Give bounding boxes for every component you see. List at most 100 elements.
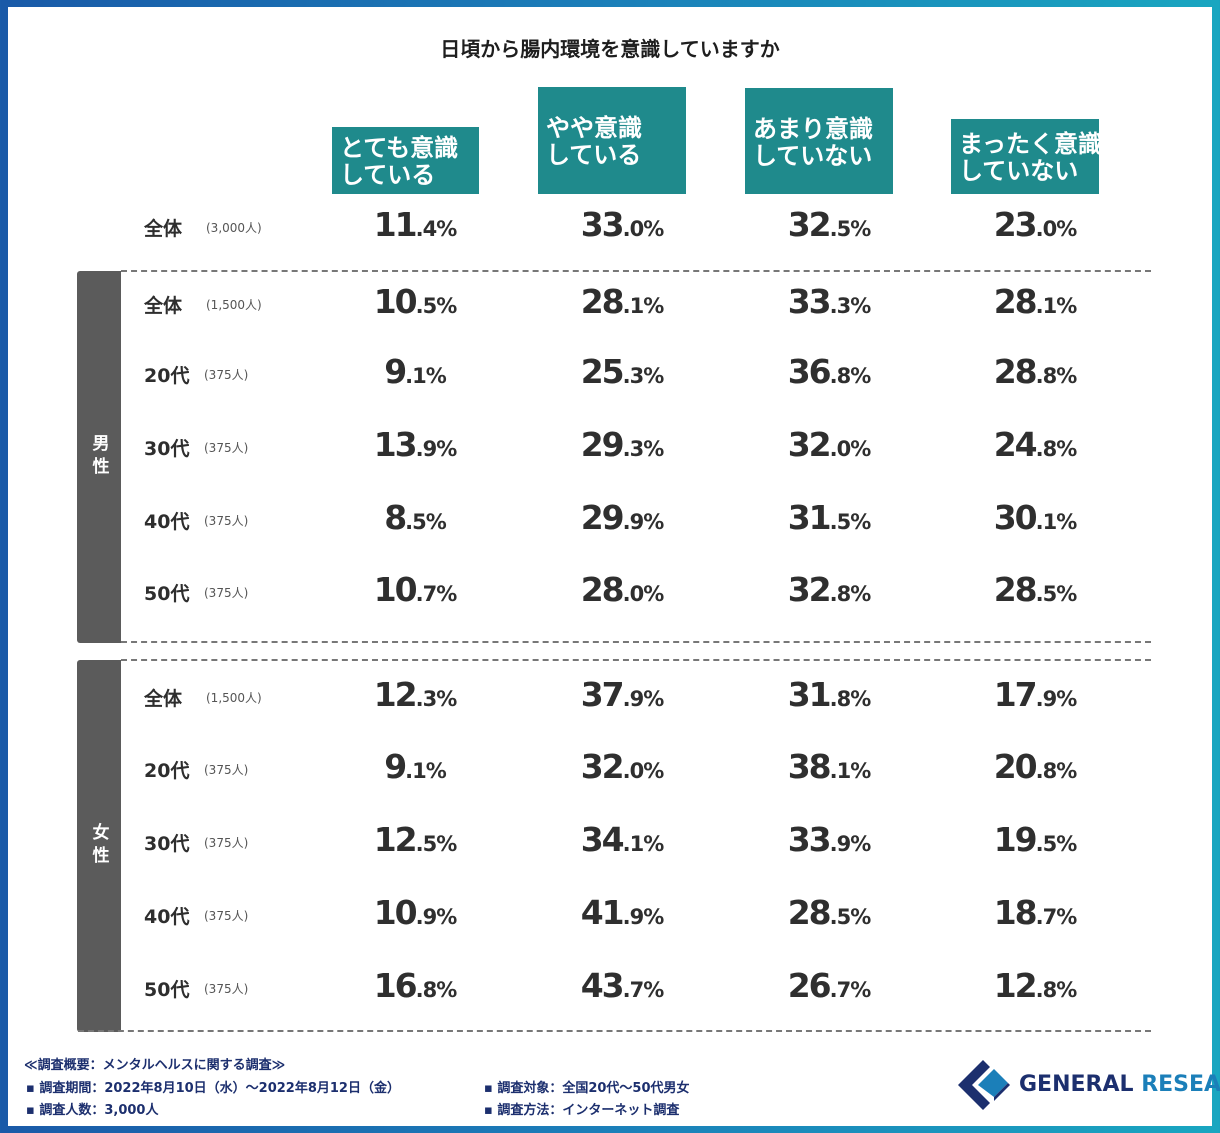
value-integer: 17 (993, 675, 1038, 714)
value-cell: 13.9% (325, 425, 505, 464)
value-cell: 29.3% (532, 425, 712, 464)
value-cell: 33.0% (532, 205, 712, 244)
value-integer: 28 (993, 570, 1038, 609)
value-cell: 34.1% (532, 820, 712, 859)
divider-bottom (78, 1030, 1151, 1032)
general-research-logo-icon (958, 1060, 1010, 1110)
value-integer: 10 (373, 282, 418, 321)
value-integer: 32 (787, 425, 832, 464)
value-integer: 43 (580, 966, 625, 1005)
row-count: (375人) (204, 441, 249, 455)
value-integer: 28 (993, 282, 1038, 321)
brand-part2: RESEARCH (1141, 1072, 1220, 1097)
value-integer: 9 (384, 352, 407, 391)
value-decimal: .0% (622, 582, 665, 606)
value-cell: 33.3% (739, 282, 919, 321)
value-integer: 28 (993, 352, 1038, 391)
value-cell: 10.7% (325, 570, 505, 609)
footer-period: ▪ 調査期間：2022年8月10日（水）〜2022年8月12日（金） (26, 1081, 400, 1096)
row-count: (1,500人) (206, 691, 262, 705)
row-count: (1,500人) (206, 298, 262, 312)
group-bar-female: 女性 (77, 660, 121, 1032)
value-decimal: .9% (622, 687, 665, 711)
value-integer: 37 (580, 675, 625, 714)
value-decimal: .1% (1035, 510, 1078, 534)
column-header-very: とても意識 している (332, 127, 479, 194)
value-integer: 26 (787, 966, 832, 1005)
row-count: (375人) (204, 763, 249, 777)
value-decimal: .3% (622, 364, 665, 388)
value-decimal: .0% (829, 437, 872, 461)
row-count: (375人) (204, 836, 249, 850)
row-count: (375人) (204, 982, 249, 996)
value-cell: 28.8% (945, 352, 1125, 391)
value-integer: 32 (580, 747, 625, 786)
column-header-not-much: あまり意識 していない (745, 88, 893, 194)
value-cell: 23.0% (945, 205, 1125, 244)
column-header-not-at-all: まったく意識 していない (951, 119, 1103, 194)
value-cell: 12.8% (945, 966, 1125, 1005)
value-decimal: .1% (1035, 294, 1078, 318)
chart-title: 日頃から腸内環境を意識していますか (440, 37, 780, 61)
value-decimal: .9% (1035, 687, 1078, 711)
value-cell: 32.5% (739, 205, 919, 244)
value-decimal: .4% (415, 217, 458, 241)
value-cell: 43.7% (532, 966, 712, 1005)
value-cell: 19.5% (945, 820, 1125, 859)
value-integer: 25 (580, 352, 625, 391)
value-cell: 28.5% (945, 570, 1125, 609)
brand-part1: GENERAL (1019, 1072, 1134, 1097)
value-decimal: .1% (829, 759, 872, 783)
value-decimal: .9% (622, 905, 665, 929)
value-decimal: .5% (829, 217, 872, 241)
column-header-line2: している (546, 141, 642, 169)
value-integer: 33 (787, 282, 832, 321)
value-decimal: .8% (1035, 978, 1078, 1002)
value-integer: 28 (580, 282, 625, 321)
value-cell: 33.9% (739, 820, 919, 859)
value-integer: 11 (373, 205, 418, 244)
value-cell: 9.1% (325, 747, 505, 786)
value-cell: 26.7% (739, 966, 919, 1005)
value-integer: 23 (993, 205, 1038, 244)
value-integer: 30 (993, 498, 1038, 537)
value-cell: 31.8% (739, 675, 919, 714)
value-decimal: .1% (405, 759, 447, 783)
value-integer: 9 (384, 747, 407, 786)
row-count: (375人) (204, 586, 249, 600)
value-cell: 10.9% (325, 893, 505, 932)
row-label: 30代 (144, 438, 190, 460)
value-decimal: .9% (415, 437, 458, 461)
brand-name: GENERAL RESEARCH (1019, 1072, 1220, 1097)
value-cell: 20.8% (945, 747, 1125, 786)
value-integer: 32 (787, 205, 832, 244)
footer-method: ▪ 調査方法：インターネット調査 (484, 1103, 680, 1118)
value-cell: 18.7% (945, 893, 1125, 932)
value-decimal: .7% (1035, 905, 1078, 929)
row-label: 50代 (144, 583, 190, 605)
row-label: 20代 (144, 760, 190, 782)
value-integer: 31 (787, 498, 832, 537)
column-header-line2: していない (753, 141, 873, 170)
value-decimal: .0% (1035, 217, 1078, 241)
row-count: (3,000人) (206, 221, 262, 235)
value-decimal: .9% (415, 905, 458, 929)
value-decimal: .5% (1035, 582, 1078, 606)
value-decimal: .8% (1035, 364, 1078, 388)
column-header-line1: まったく意識 (959, 130, 1103, 158)
column-header-line1: やや意識 (546, 114, 642, 142)
chart-card: 日頃から腸内環境を意識していますか とても意識 している やや意識 している あ… (8, 7, 1220, 1126)
value-decimal: .5% (829, 905, 872, 929)
value-integer: 12 (373, 675, 418, 714)
value-integer: 36 (787, 352, 832, 391)
value-cell: 11.4% (325, 205, 505, 244)
value-integer: 29 (580, 425, 625, 464)
value-integer: 33 (580, 205, 625, 244)
column-header-line2: していない (959, 157, 1079, 185)
value-cell: 36.8% (739, 352, 919, 391)
column-header-line1: とても意識 (340, 134, 459, 162)
row-label: 全体 (144, 688, 183, 710)
value-decimal: .5% (415, 832, 458, 856)
row-label: 全体 (144, 218, 183, 240)
value-cell: 10.5% (325, 282, 505, 321)
